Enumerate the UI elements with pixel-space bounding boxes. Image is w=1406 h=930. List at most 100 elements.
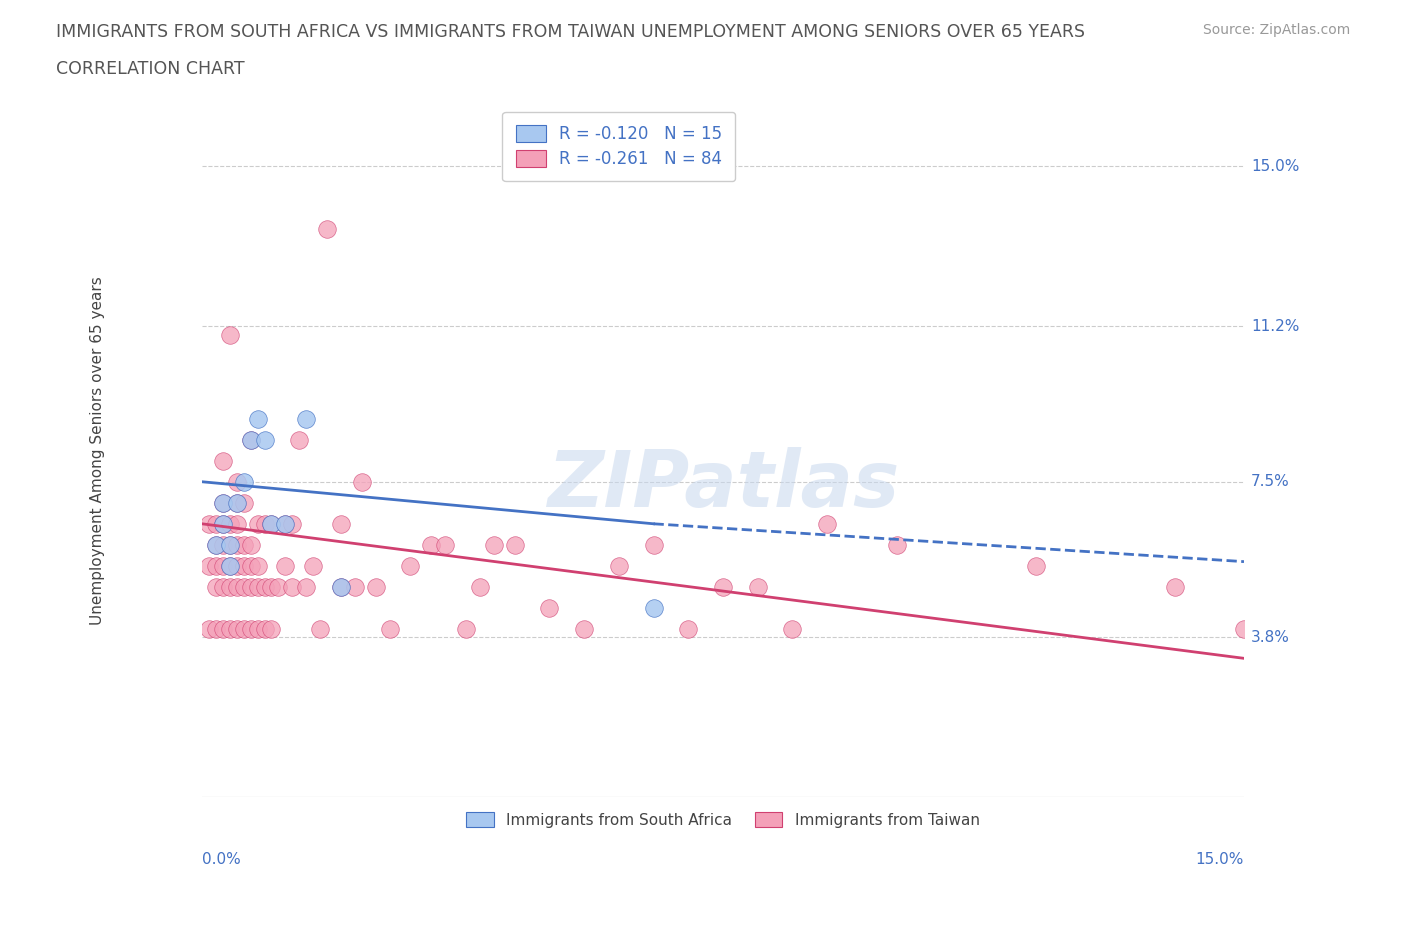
- Point: [205, 538, 228, 552]
- Point: [218, 327, 240, 342]
- Point: [678, 621, 700, 636]
- Point: [454, 621, 477, 636]
- Point: [260, 516, 283, 531]
- Point: [246, 411, 269, 426]
- Point: [246, 558, 269, 573]
- Point: [281, 516, 304, 531]
- Point: [205, 516, 228, 531]
- Text: Source: ZipAtlas.com: Source: ZipAtlas.com: [1202, 23, 1350, 37]
- Point: [225, 579, 247, 594]
- Point: [239, 432, 262, 447]
- Point: [782, 621, 804, 636]
- Point: [295, 579, 318, 594]
- Point: [211, 538, 233, 552]
- Point: [232, 496, 254, 511]
- Point: [378, 621, 401, 636]
- Point: [329, 579, 352, 594]
- Text: Unemployment Among Seniors over 65 years: Unemployment Among Seniors over 65 years: [90, 276, 105, 625]
- Point: [1163, 579, 1185, 594]
- Point: [232, 538, 254, 552]
- Point: [211, 579, 233, 594]
- Point: [503, 538, 526, 552]
- Point: [288, 432, 311, 447]
- Point: [711, 579, 734, 594]
- Point: [225, 474, 247, 489]
- Point: [350, 474, 373, 489]
- Point: [643, 538, 665, 552]
- Point: [253, 432, 276, 447]
- Point: [225, 558, 247, 573]
- Point: [225, 516, 247, 531]
- Point: [239, 558, 262, 573]
- Point: [253, 516, 276, 531]
- Point: [232, 474, 254, 489]
- Point: [239, 579, 262, 594]
- Point: [205, 579, 228, 594]
- Point: [205, 621, 228, 636]
- Point: [225, 496, 247, 511]
- Point: [198, 558, 221, 573]
- Point: [211, 516, 233, 531]
- Point: [538, 601, 561, 616]
- Point: [482, 538, 505, 552]
- Point: [274, 516, 297, 531]
- Point: [218, 558, 240, 573]
- Point: [267, 579, 290, 594]
- Point: [572, 621, 595, 636]
- Point: [239, 621, 262, 636]
- Point: [434, 538, 457, 552]
- Point: [205, 558, 228, 573]
- Point: [232, 621, 254, 636]
- Point: [211, 516, 233, 531]
- Point: [1233, 621, 1256, 636]
- Point: [281, 579, 304, 594]
- Point: [1025, 558, 1047, 573]
- Point: [211, 558, 233, 573]
- Point: [225, 496, 247, 511]
- Text: ZIPatlas: ZIPatlas: [547, 447, 898, 523]
- Text: 15.0%: 15.0%: [1195, 852, 1244, 867]
- Point: [198, 516, 221, 531]
- Point: [295, 411, 318, 426]
- Point: [239, 538, 262, 552]
- Point: [218, 538, 240, 552]
- Point: [218, 558, 240, 573]
- Point: [260, 621, 283, 636]
- Point: [211, 453, 233, 468]
- Point: [239, 432, 262, 447]
- Point: [211, 496, 233, 511]
- Point: [211, 621, 233, 636]
- Point: [218, 579, 240, 594]
- Point: [607, 558, 630, 573]
- Text: 15.0%: 15.0%: [1251, 159, 1299, 174]
- Point: [218, 538, 240, 552]
- Legend: Immigrants from South Africa, Immigrants from Taiwan: Immigrants from South Africa, Immigrants…: [467, 812, 980, 828]
- Point: [886, 538, 908, 552]
- Point: [274, 558, 297, 573]
- Point: [232, 579, 254, 594]
- Point: [316, 222, 339, 237]
- Point: [232, 558, 254, 573]
- Point: [253, 621, 276, 636]
- Point: [329, 516, 352, 531]
- Point: [246, 516, 269, 531]
- Point: [302, 558, 325, 573]
- Point: [329, 579, 352, 594]
- Point: [343, 579, 366, 594]
- Text: 11.2%: 11.2%: [1251, 319, 1299, 334]
- Point: [468, 579, 491, 594]
- Point: [198, 621, 221, 636]
- Point: [253, 579, 276, 594]
- Text: IMMIGRANTS FROM SOUTH AFRICA VS IMMIGRANTS FROM TAIWAN UNEMPLOYMENT AMONG SENIOR: IMMIGRANTS FROM SOUTH AFRICA VS IMMIGRAN…: [56, 23, 1085, 41]
- Point: [420, 538, 443, 552]
- Point: [364, 579, 387, 594]
- Point: [274, 516, 297, 531]
- Point: [643, 601, 665, 616]
- Point: [815, 516, 838, 531]
- Point: [218, 621, 240, 636]
- Text: CORRELATION CHART: CORRELATION CHART: [56, 60, 245, 78]
- Point: [399, 558, 422, 573]
- Point: [225, 621, 247, 636]
- Point: [218, 516, 240, 531]
- Point: [246, 621, 269, 636]
